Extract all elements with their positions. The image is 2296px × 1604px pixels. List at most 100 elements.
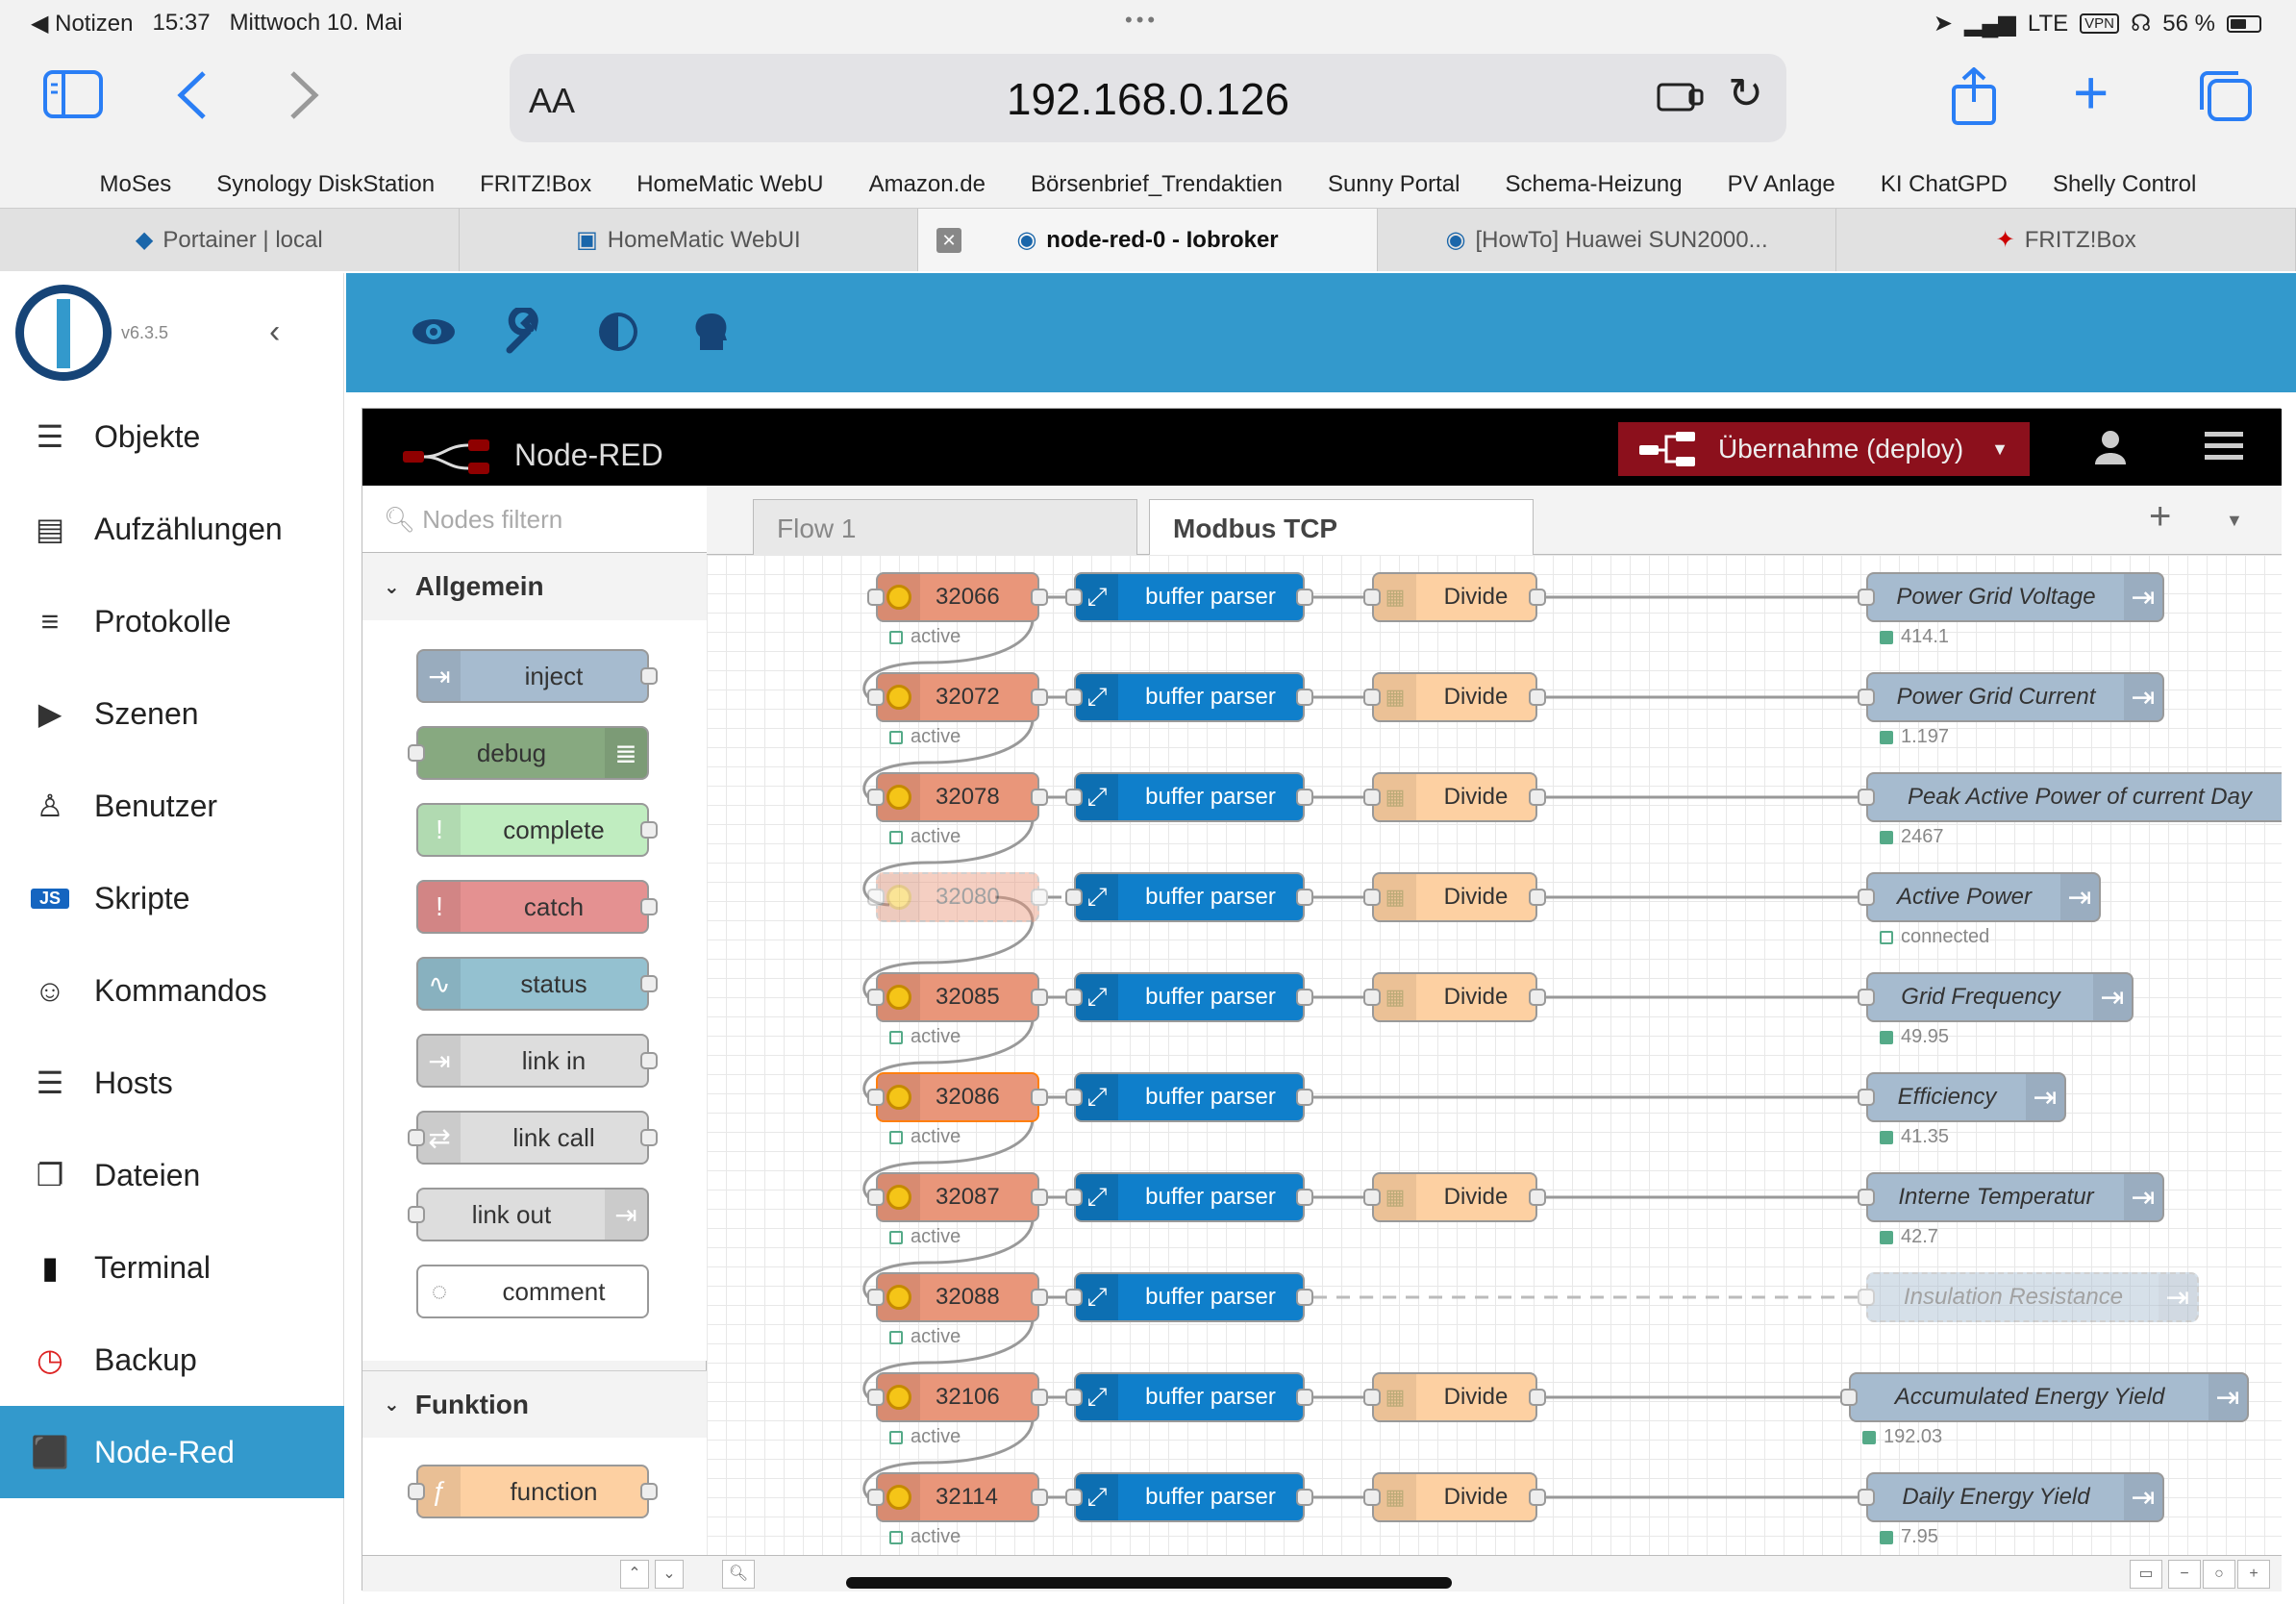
browser-tab[interactable]: ▣ HomeMatic WebUI — [460, 209, 919, 271]
theme-icon[interactable] — [594, 308, 642, 356]
palette-node-inject[interactable]: ⇥ inject — [416, 649, 658, 703]
back-app-link[interactable]: ◀ Notizen — [31, 11, 134, 37]
palette-category-allgemein[interactable]: ⌄ Allgemein — [362, 553, 707, 620]
iobroker-out-node[interactable]: Grid Frequency ⇥ — [1858, 972, 2134, 1022]
bookmark-link[interactable]: Sunny Portal — [1328, 171, 1460, 197]
iobroker-out-node[interactable]: Insulation Resistance ⇥ — [1858, 1272, 2199, 1322]
reload-icon[interactable]: ↻ — [1728, 70, 1763, 117]
sidebar-item-skripte[interactable]: JS Skripte — [0, 852, 344, 944]
collapse-sidebar-icon[interactable]: ‹ — [269, 313, 281, 350]
bookmark-link[interactable]: Synology DiskStation — [216, 171, 436, 197]
divide-node[interactable]: ▦ Divide — [1363, 1172, 1546, 1222]
forward-icon[interactable] — [285, 69, 323, 130]
zoom-out-icon[interactable]: − — [2168, 1560, 2201, 1589]
iobroker-out-node[interactable]: Accumulated Energy Yield ⇥ — [1840, 1372, 2249, 1422]
wire[interactable] — [862, 895, 1035, 1007]
palette-node-catch[interactable]: ! catch — [416, 880, 658, 934]
iobroker-out-node[interactable]: Active Power ⇥ — [1858, 872, 2101, 922]
divide-node[interactable]: ▦ Divide — [1363, 1472, 1546, 1522]
tab-flow-1[interactable]: Flow 1 — [753, 499, 1137, 555]
palette-node-link-call[interactable]: ⇄ link call — [408, 1111, 658, 1165]
buffer-parser-node[interactable]: ⤢ buffer parser — [1065, 772, 1313, 822]
modbus-node-32087[interactable]: 32087 — [867, 1172, 1048, 1222]
buffer-parser-node[interactable]: ⤢ buffer parser — [1065, 1272, 1313, 1322]
sidebar-toggle-icon[interactable] — [42, 69, 104, 130]
tabs-overview-icon[interactable] — [2196, 69, 2254, 132]
palette-category-funktion[interactable]: ⌄ Funktion — [362, 1370, 707, 1438]
multitask-dots[interactable]: ••• — [1125, 8, 1160, 32]
wrench-icon[interactable] — [502, 306, 550, 356]
main-menu-icon[interactable] — [2205, 428, 2243, 471]
modbus-node-32085[interactable]: 32085 — [867, 972, 1048, 1022]
divide-node[interactable]: ▦ Divide — [1363, 872, 1546, 922]
modbus-node-32086[interactable]: 32086 — [867, 1072, 1048, 1122]
divide-node[interactable]: ▦ Divide — [1363, 572, 1546, 622]
sidebar-item-node-red[interactable]: ⬛ Node-Red — [0, 1406, 344, 1498]
share-icon[interactable] — [1950, 66, 1998, 134]
zoom-in-icon[interactable]: + — [2237, 1560, 2270, 1589]
buffer-parser-node[interactable]: ⤢ buffer parser — [1065, 972, 1313, 1022]
divide-node[interactable]: ▦ Divide — [1363, 972, 1546, 1022]
url-text[interactable]: 192.168.0.126 — [1006, 74, 1290, 124]
eye-icon[interactable] — [410, 308, 458, 356]
buffer-parser-node[interactable]: ⤢ buffer parser — [1065, 672, 1313, 722]
modbus-node-32066[interactable]: 32066 — [867, 572, 1048, 622]
palette-node-link-out[interactable]: link out ⇥ — [408, 1188, 649, 1241]
modbus-node-32106[interactable]: 32106 — [867, 1372, 1048, 1422]
reader-settings-button[interactable]: AA — [529, 81, 576, 120]
flow-canvas[interactable]: 32066 active ⤢ buffer parser ▦ Divide Power Gr… — [707, 555, 2282, 1555]
expert-mode-icon[interactable] — [686, 308, 735, 356]
sidebar-item-aufz-hlungen[interactable]: ▤ Aufzählungen — [0, 483, 344, 575]
browser-tab[interactable]: ✕ ◉ node-red-0 - Iobroker — [918, 209, 1378, 271]
sidebar-item-terminal[interactable]: ▮ Terminal — [0, 1221, 344, 1314]
buffer-parser-node[interactable]: ⤢ buffer parser — [1065, 1372, 1313, 1422]
deploy-dropdown-icon[interactable]: ▼ — [1991, 439, 2009, 459]
divide-node[interactable]: ▦ Divide — [1363, 1372, 1546, 1422]
modbus-node-32078[interactable]: 32078 — [867, 772, 1048, 822]
modbus-node-32072[interactable]: 32072 — [867, 672, 1048, 722]
buffer-parser-node[interactable]: ⤢ buffer parser — [1065, 1472, 1313, 1522]
palette-node-link-in[interactable]: ⇥ link in — [416, 1034, 658, 1088]
sidebar-item-dateien[interactable]: ❐ Dateien — [0, 1129, 344, 1221]
zoom-reset-icon[interactable]: ○ — [2203, 1560, 2235, 1589]
sidebar-item-benutzer[interactable]: ♙ Benutzer — [0, 760, 344, 852]
buffer-parser-node[interactable]: ⤢ buffer parser — [1065, 1172, 1313, 1222]
sidebar-item-szenen[interactable]: ▶ Szenen — [0, 667, 344, 760]
bookmark-link[interactable]: Schema-Heizung — [1505, 171, 1683, 197]
buffer-parser-node[interactable]: ⤢ buffer parser — [1065, 1072, 1313, 1122]
palette-node-comment[interactable]: ◌ comment — [416, 1265, 649, 1318]
search-flows-icon[interactable]: 🔍︎ — [722, 1560, 755, 1589]
buffer-parser-node[interactable]: ⤢ buffer parser — [1065, 872, 1313, 922]
palette-node-debug[interactable]: debug ≣ — [408, 726, 649, 780]
bookmark-link[interactable]: PV Anlage — [1727, 171, 1835, 197]
new-tab-icon[interactable]: + — [2073, 58, 2109, 127]
collapse-all-icon[interactable]: ⌃ — [620, 1560, 649, 1589]
bookmark-link[interactable]: FRITZ!Box — [480, 171, 592, 197]
close-tab-icon[interactable]: ✕ — [936, 228, 961, 253]
sidebar-item-objekte[interactable]: ☰ Objekte — [0, 390, 344, 483]
add-flow-icon[interactable]: + — [2149, 495, 2172, 538]
back-icon[interactable] — [173, 69, 212, 130]
modbus-node-32088[interactable]: 32088 — [867, 1272, 1048, 1322]
browser-tab[interactable]: ✦ FRITZ!Box — [1836, 209, 2296, 271]
iobroker-out-node[interactable]: Interne Temperatur ⇥ — [1858, 1172, 2164, 1222]
browser-tab[interactable]: ◆ Portainer | local — [0, 209, 460, 271]
bookmark-link[interactable]: HomeMatic WebU — [636, 171, 824, 197]
bookmark-link[interactable]: Shelly Control — [2052, 171, 2197, 197]
extension-icon[interactable] — [1656, 77, 1706, 125]
sidebar-item-hosts[interactable]: ☰ Hosts — [0, 1037, 344, 1129]
deploy-button[interactable]: Übernahme (deploy) ▼ — [1618, 422, 2030, 476]
palette-node-function[interactable]: ƒ function — [408, 1465, 658, 1518]
url-bar[interactable]: AA 192.168.0.126 ↻ — [510, 54, 1786, 142]
user-icon[interactable] — [2093, 428, 2128, 475]
palette-node-status[interactable]: ∿ status — [416, 957, 658, 1011]
bookmark-link[interactable]: KI ChatGPD — [1880, 171, 2008, 197]
modbus-node-32080[interactable]: 32080 — [867, 872, 1048, 922]
divide-node[interactable]: ▦ Divide — [1363, 772, 1546, 822]
iobroker-out-node[interactable]: Efficiency ⇥ — [1858, 1072, 2066, 1122]
bookmark-link[interactable]: Amazon.de — [868, 171, 986, 197]
expand-all-icon[interactable]: ⌄ — [655, 1560, 684, 1589]
tab-modbus-tcp[interactable]: Modbus TCP — [1149, 499, 1534, 556]
browser-tab[interactable]: ◉ [HowTo] Huawei SUN2000... — [1378, 209, 1837, 271]
buffer-parser-node[interactable]: ⤢ buffer parser — [1065, 572, 1313, 622]
